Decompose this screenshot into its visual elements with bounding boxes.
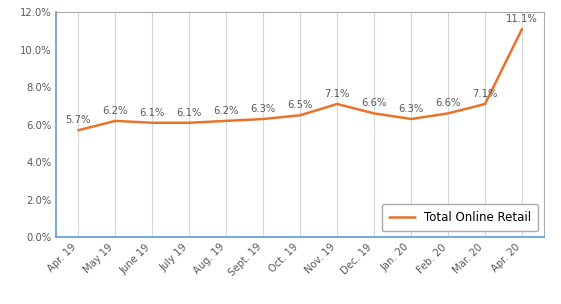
Total Online Retail xyxy=(112,119,118,123)
Total Online Retail xyxy=(371,112,378,115)
Text: 6.3%: 6.3% xyxy=(398,104,424,114)
Total Online Retail xyxy=(75,129,82,132)
Total Online Retail xyxy=(260,117,266,121)
Text: 6.2%: 6.2% xyxy=(103,106,128,116)
Text: 11.1%: 11.1% xyxy=(506,14,538,24)
Total Online Retail xyxy=(223,119,229,123)
Text: 6.6%: 6.6% xyxy=(435,98,461,108)
Total Online Retail xyxy=(297,113,304,117)
Text: 6.3%: 6.3% xyxy=(251,104,276,114)
Total Online Retail xyxy=(334,102,341,106)
Text: 6.5%: 6.5% xyxy=(287,100,313,110)
Total Online Retail xyxy=(408,117,415,121)
Text: 7.1%: 7.1% xyxy=(472,89,498,99)
Total Online Retail xyxy=(482,102,489,106)
Total Online Retail xyxy=(518,27,525,31)
Text: 6.1%: 6.1% xyxy=(140,108,165,118)
Total Online Retail xyxy=(445,112,452,115)
Total Online Retail xyxy=(186,121,192,125)
Total Online Retail xyxy=(149,121,155,125)
Text: 7.1%: 7.1% xyxy=(324,89,350,99)
Line: Total Online Retail: Total Online Retail xyxy=(79,29,522,130)
Legend: Total Online Retail: Total Online Retail xyxy=(381,204,538,231)
Text: 6.2%: 6.2% xyxy=(214,106,239,116)
Text: 6.6%: 6.6% xyxy=(361,98,387,108)
Text: 6.1%: 6.1% xyxy=(177,108,202,118)
Text: 5.7%: 5.7% xyxy=(66,115,91,125)
